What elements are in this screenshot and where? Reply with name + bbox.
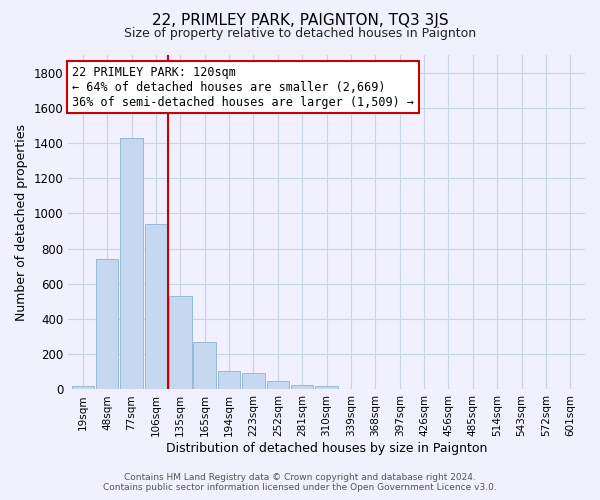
Y-axis label: Number of detached properties: Number of detached properties	[15, 124, 28, 320]
Bar	[364, 388, 386, 390]
Bar	[291, 385, 313, 390]
Bar	[71, 386, 94, 390]
Bar	[266, 380, 289, 390]
X-axis label: Distribution of detached houses by size in Paignton: Distribution of detached houses by size …	[166, 442, 487, 455]
Text: 22 PRIMLEY PARK: 120sqm
← 64% of detached houses are smaller (2,669)
36% of semi: 22 PRIMLEY PARK: 120sqm ← 64% of detache…	[72, 66, 414, 108]
Bar	[145, 224, 167, 390]
Bar	[96, 259, 118, 390]
Bar	[218, 372, 240, 390]
Bar	[169, 296, 191, 390]
Bar	[316, 386, 338, 390]
Bar	[193, 342, 216, 390]
Bar	[242, 373, 265, 390]
Text: Contains HM Land Registry data © Crown copyright and database right 2024.
Contai: Contains HM Land Registry data © Crown c…	[103, 473, 497, 492]
Bar	[121, 138, 143, 390]
Text: Size of property relative to detached houses in Paignton: Size of property relative to detached ho…	[124, 28, 476, 40]
Text: 22, PRIMLEY PARK, PAIGNTON, TQ3 3JS: 22, PRIMLEY PARK, PAIGNTON, TQ3 3JS	[152, 12, 448, 28]
